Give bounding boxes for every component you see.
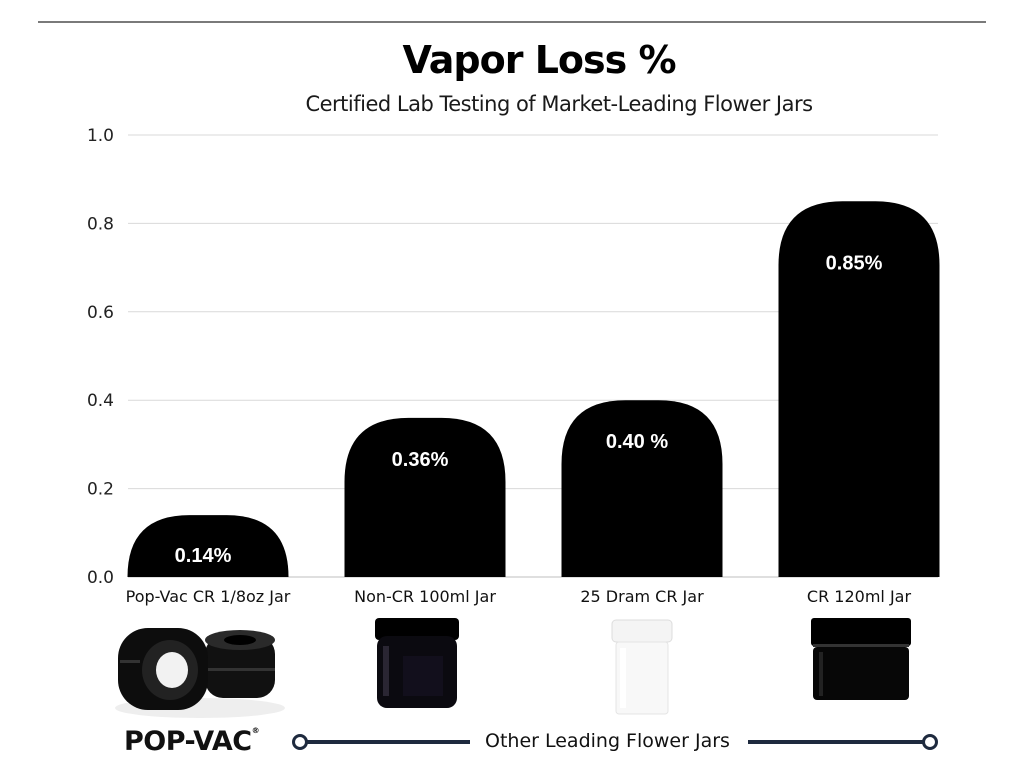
data-label: 0.36% bbox=[392, 449, 449, 471]
bar bbox=[344, 417, 506, 577]
chart-subtitle: Certified Lab Testing of Market-Leading … bbox=[305, 92, 813, 116]
x-tick-label: 25 Dram CR Jar bbox=[580, 587, 704, 606]
x-tick-label: CR 120ml Jar bbox=[807, 587, 912, 606]
footer-dot-left bbox=[292, 734, 308, 750]
bar bbox=[127, 515, 289, 577]
x-tick-label: Pop-Vac CR 1/8oz Jar bbox=[126, 587, 291, 606]
footer-line-left bbox=[300, 740, 470, 744]
chart-title: Vapor Loss % bbox=[402, 38, 676, 82]
dram-jar-image bbox=[611, 619, 673, 715]
footer-dot-right bbox=[922, 734, 938, 750]
y-tick-label: 1.0 bbox=[87, 126, 114, 146]
y-tick-label: 0.8 bbox=[87, 214, 114, 234]
popvac-logo: POP-VAC® bbox=[124, 726, 260, 757]
data-label: 0.85% bbox=[826, 252, 883, 274]
data-label: 0.40 % bbox=[606, 431, 668, 453]
y-tick-label: 0.6 bbox=[87, 303, 114, 323]
bar bbox=[778, 201, 940, 578]
bar-chart: 0.0 0.2 0.4 0.6 0.8 1.0 0.14% Pop-Vac CR 1/8oz … bbox=[87, 126, 940, 606]
bar bbox=[561, 400, 723, 577]
x-tick-label: Non-CR 100ml Jar bbox=[354, 587, 496, 606]
non-cr-jar-image bbox=[375, 618, 459, 708]
footer-line-right bbox=[748, 740, 928, 744]
popvac-jar-image bbox=[115, 628, 285, 718]
cr120-jar-image bbox=[811, 618, 911, 700]
footer-label: Other Leading Flower Jars bbox=[485, 730, 730, 752]
y-tick-label: 0.0 bbox=[87, 568, 114, 588]
y-tick-label: 0.2 bbox=[87, 480, 114, 500]
data-label: 0.14% bbox=[175, 545, 232, 567]
top-divider bbox=[38, 21, 986, 23]
y-tick-label: 0.4 bbox=[87, 391, 114, 411]
